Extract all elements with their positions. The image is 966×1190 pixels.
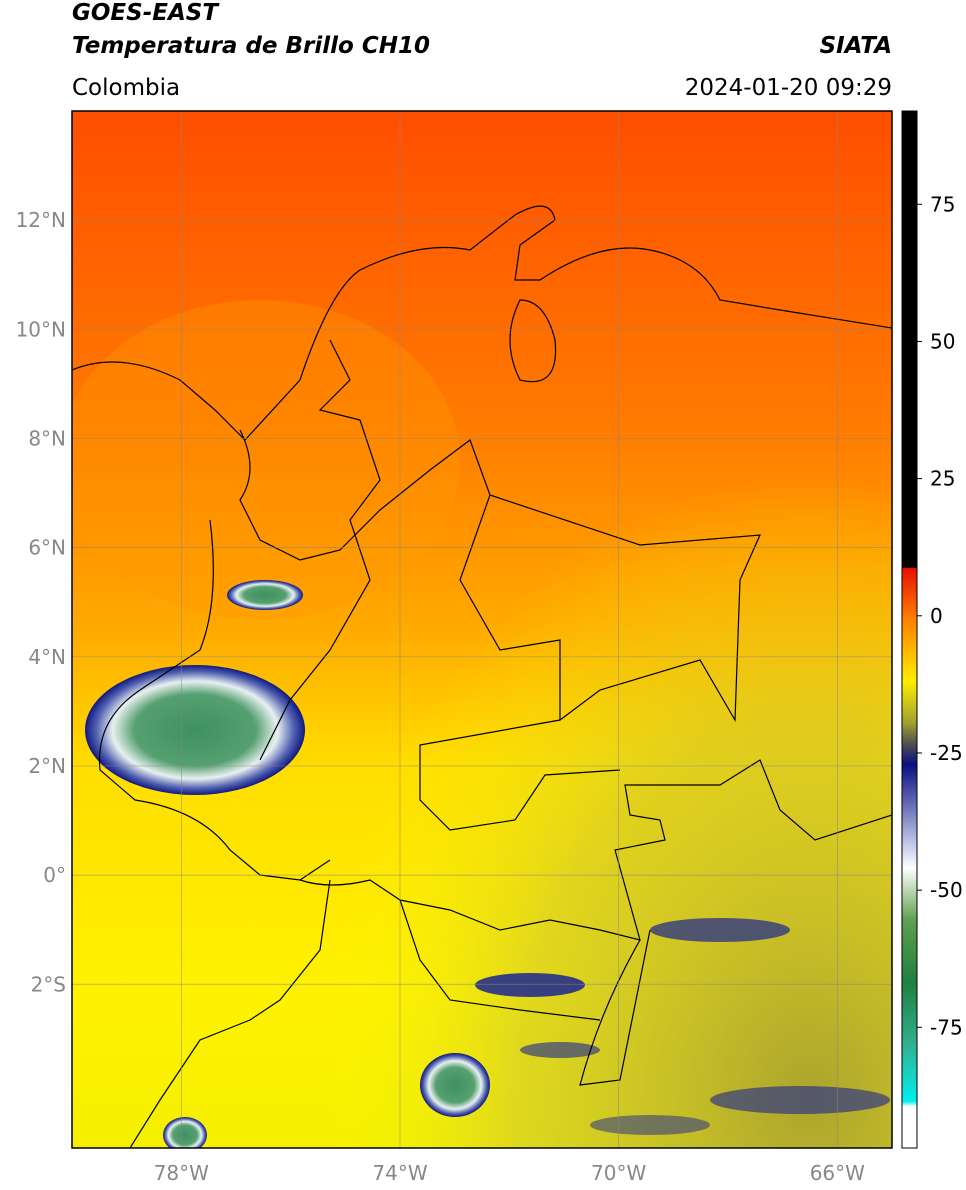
- lon-tick-label: 78°W: [154, 1161, 209, 1185]
- lat-tick-label: 4°N: [28, 645, 66, 669]
- lat-tick-label: 8°N: [28, 426, 66, 450]
- colorbar-tick-label: 50: [930, 329, 955, 353]
- lat-tick-label: 10°N: [16, 317, 66, 341]
- title: GOES-EAST: [72, 0, 220, 26]
- colorbar-tick-label: 25: [930, 467, 955, 491]
- map-frame: [71, 110, 893, 1149]
- satellite-image: [72, 111, 892, 1148]
- colorbar-tick-label: 75: [930, 192, 955, 216]
- lon-tick-label: 74°W: [372, 1161, 427, 1185]
- lat-tick-label: 12°N: [16, 208, 66, 232]
- colorbar-tick-label: -75: [930, 1015, 963, 1039]
- lat-tick-label: 2°N: [28, 754, 66, 778]
- lat-tick-label: 6°N: [28, 536, 66, 560]
- colorbar-tick-label: -25: [930, 741, 963, 765]
- lat-tick-label: 2°S: [31, 972, 66, 996]
- timestamp: 2024-01-20 09:29: [685, 75, 892, 101]
- lat-tick-label: 0°: [43, 863, 66, 887]
- lon-tick-label: 66°W: [810, 1161, 865, 1185]
- lon-tick-label: 70°W: [591, 1161, 646, 1185]
- graticule: [72, 111, 892, 1148]
- colorbar: [901, 110, 918, 1149]
- colorbar-tick-label: 0: [930, 604, 943, 628]
- subtitle: Temperatura de Brillo CH10: [72, 33, 430, 59]
- source: SIATA: [820, 33, 892, 59]
- region: Colombia: [72, 75, 180, 101]
- colorbar-tick-label: -50: [930, 878, 963, 902]
